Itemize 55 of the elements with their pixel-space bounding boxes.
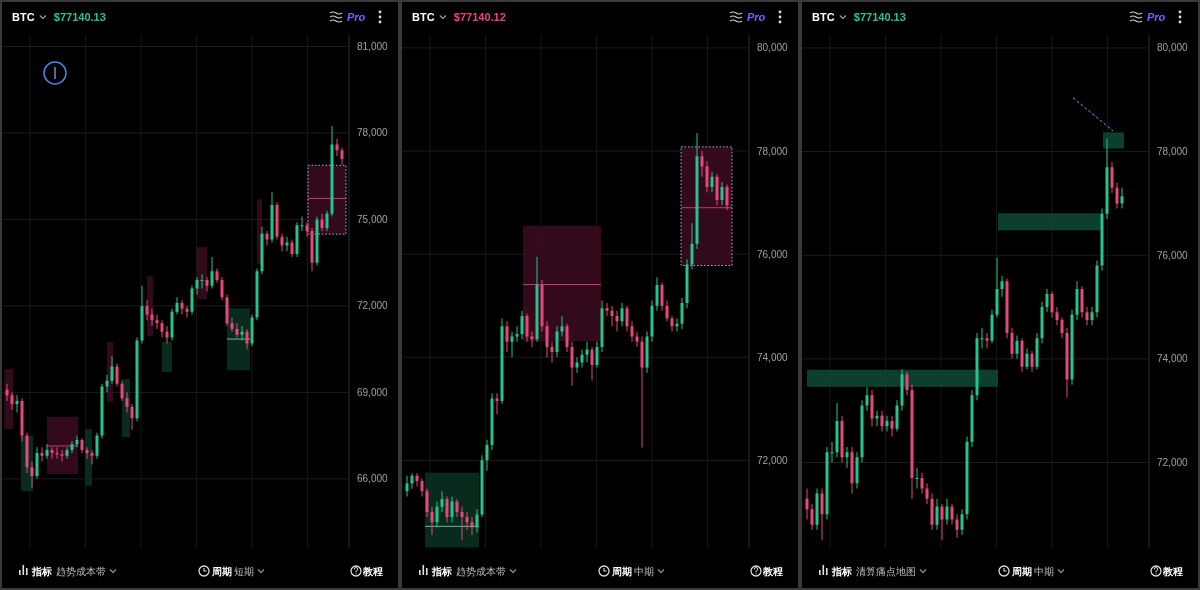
text: Pro	[747, 11, 766, 23]
text: 周期	[611, 566, 632, 577]
chart-subtitle: $77140.12	[453, 11, 506, 23]
text: 中期	[634, 566, 654, 577]
text: 周期	[211, 566, 232, 577]
candlestick	[60, 450, 64, 462]
text: 短期	[234, 566, 254, 577]
chart-title: BTC	[812, 11, 835, 23]
y-tick-label: 72,000	[757, 454, 789, 466]
y-tick-label: 76,000	[1157, 249, 1189, 261]
text: 教程	[362, 566, 383, 577]
candlestick	[605, 303, 609, 316]
text: 指标	[31, 566, 52, 577]
text: 趋势成本带	[56, 566, 106, 577]
y-tick-label: 78,000	[1157, 146, 1189, 158]
y-tick-label: 75,000	[357, 213, 389, 225]
y-tick-label: 76,000	[757, 248, 789, 260]
candlestick	[985, 332, 989, 349]
y-tick-label: 80,000	[757, 42, 789, 54]
chart-subtitle: $77140.13	[853, 11, 906, 23]
candlestick	[40, 447, 44, 462]
y-tick-label: 72,000	[1157, 457, 1189, 468]
candlestick	[575, 357, 579, 373]
candlestick	[50, 447, 54, 459]
chart-subtitle: $77140.13	[53, 11, 106, 23]
text: 指标	[431, 566, 452, 577]
y-tick-label: 78,000	[357, 127, 389, 139]
y-tick-label: 69,000	[357, 386, 389, 398]
text: 指标	[831, 566, 852, 577]
y-tick-label: 74,000	[757, 351, 789, 363]
text: 趋势成本带	[456, 566, 506, 577]
candlestick	[980, 327, 984, 349]
text: 教程	[762, 566, 783, 577]
y-tick-label: 81,000	[357, 41, 389, 53]
candlestick	[915, 467, 919, 489]
candlestick	[15, 395, 19, 413]
y-tick-label: 66,000	[357, 473, 389, 485]
y-tick-label: 80,000	[1157, 42, 1189, 54]
y-tick-label: 74,000	[1157, 353, 1189, 365]
text: Pro	[1147, 11, 1166, 23]
candlestick	[830, 441, 834, 463]
candlestick	[200, 274, 204, 289]
y-tick-label: 78,000	[757, 145, 789, 157]
candlestick	[85, 447, 89, 459]
candlestick	[495, 393, 499, 414]
chart-title: BTC	[412, 11, 435, 23]
candlestick	[515, 326, 519, 342]
text: 教程	[1162, 566, 1183, 577]
text: 周期	[1011, 566, 1032, 577]
y-tick-label: 72,000	[357, 300, 389, 312]
candlestick	[300, 216, 304, 231]
chart-title: BTC	[12, 11, 35, 23]
text: 清算痛点地图	[856, 566, 916, 577]
text: Pro	[347, 11, 366, 23]
text: 中期	[1034, 566, 1054, 577]
